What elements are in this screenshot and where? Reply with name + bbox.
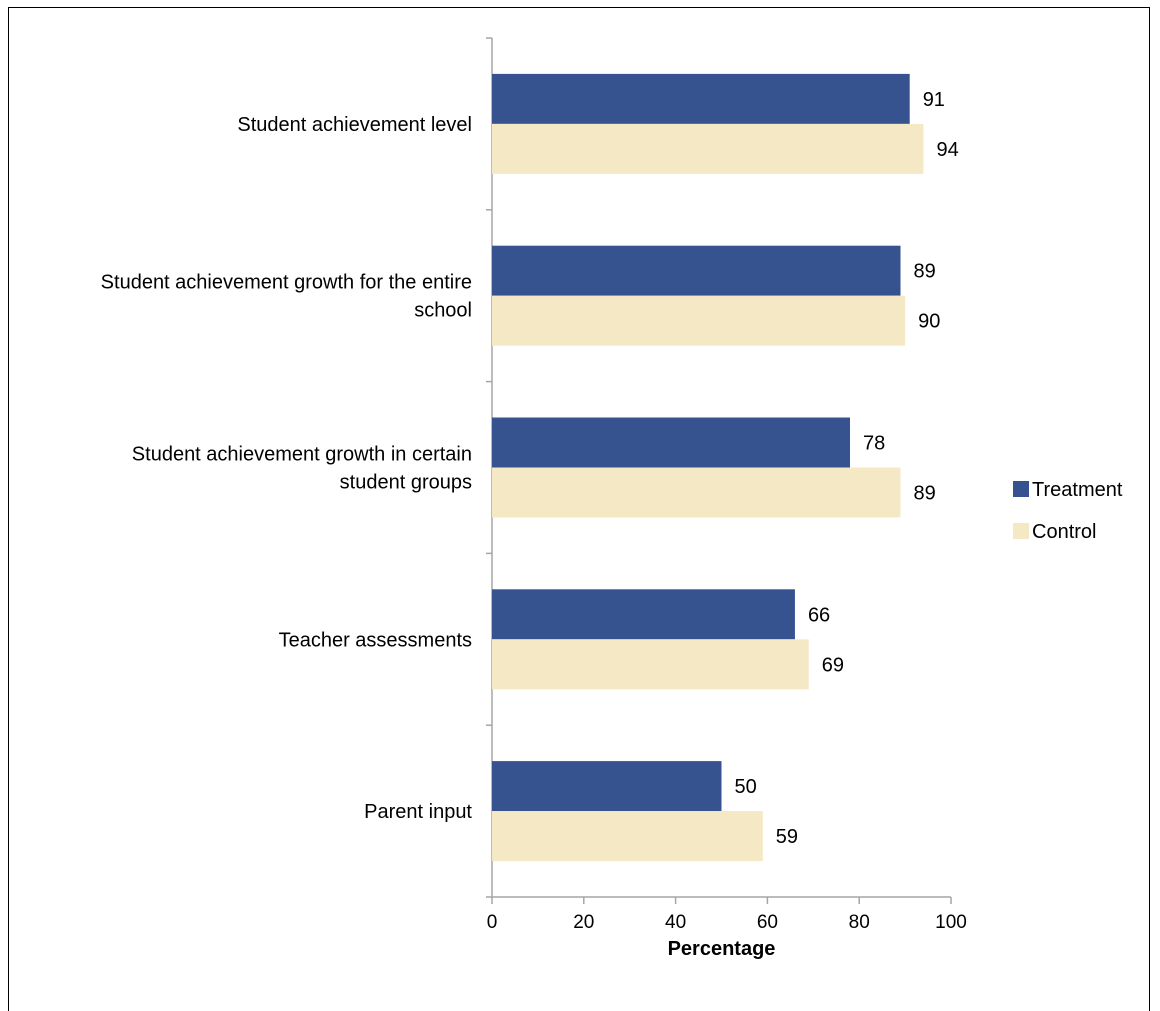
value-label-control: 89 <box>914 483 936 505</box>
value-label-control: 94 <box>936 139 958 161</box>
value-label-treatment: 50 <box>735 776 757 798</box>
category-label: Student achievement level <box>237 114 472 136</box>
legend-label-treatment: Treatment <box>1032 479 1123 501</box>
bar-control <box>492 811 763 862</box>
bar-control <box>492 639 809 690</box>
category-label: Student achievement growth for the entir… <box>101 272 472 322</box>
x-tick-label: 100 <box>935 912 967 933</box>
bar-treatment <box>492 761 722 812</box>
category-label: Student achievement growth in certain stu… <box>132 444 472 494</box>
category-label: Parent input <box>364 801 472 823</box>
category-label: Teacher assessments <box>279 629 472 651</box>
value-label-treatment: 66 <box>808 604 830 626</box>
x-axis-title: Percentage <box>668 938 776 960</box>
value-label-treatment: 78 <box>863 433 885 455</box>
bar-control <box>492 123 924 174</box>
legend-swatch-control <box>1013 523 1029 539</box>
x-tick-label: 80 <box>849 912 870 933</box>
bar-treatment <box>492 589 795 640</box>
value-label-control: 69 <box>822 654 844 676</box>
x-tick-label: 40 <box>665 912 686 933</box>
value-label-control: 90 <box>918 311 940 333</box>
value-label-control: 59 <box>776 826 798 848</box>
x-tick-label: 60 <box>757 912 778 933</box>
bar-treatment <box>492 73 910 124</box>
bar-control <box>492 467 901 518</box>
bar-treatment <box>492 417 851 468</box>
x-tick-label: 20 <box>573 912 594 933</box>
bar-treatment <box>492 245 901 296</box>
value-label-treatment: 89 <box>914 261 936 283</box>
legend-label-control: Control <box>1032 521 1096 543</box>
chart-bars <box>492 73 924 862</box>
legend-swatch-treatment <box>1013 481 1029 497</box>
chart-legend: Treatment Control <box>1013 479 1123 543</box>
x-tick-label: 0 <box>487 912 498 933</box>
bar-control <box>492 295 906 346</box>
chart-labels: 0 20 40 60 80 100 91 94 Student achievement leve… <box>101 89 967 933</box>
value-label-treatment: 91 <box>923 89 945 111</box>
